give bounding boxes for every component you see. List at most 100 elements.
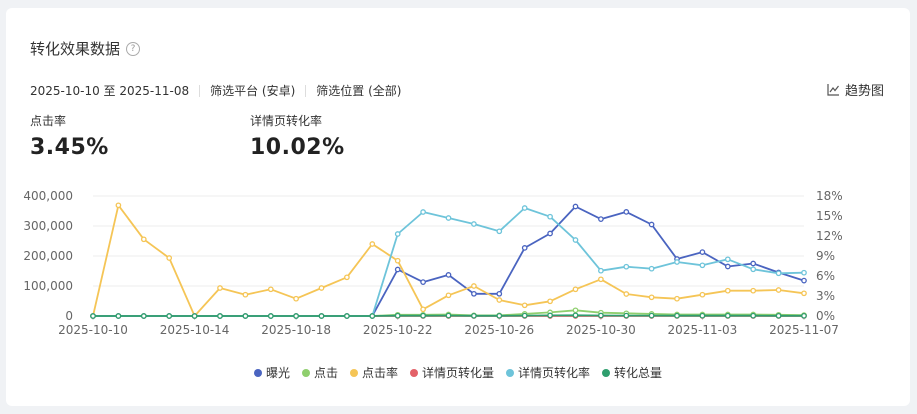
series-point[interactable] xyxy=(344,274,350,281)
series-point[interactable] xyxy=(674,295,680,302)
series-point[interactable] xyxy=(724,263,731,270)
series-point[interactable] xyxy=(801,269,807,276)
series-point[interactable] xyxy=(496,312,503,319)
series-point[interactable] xyxy=(674,312,680,319)
series-point[interactable] xyxy=(293,295,299,302)
series-point[interactable] xyxy=(724,312,731,319)
series-point[interactable] xyxy=(648,312,655,319)
series-point[interactable] xyxy=(699,291,706,298)
series-point[interactable] xyxy=(267,286,274,293)
series-point[interactable] xyxy=(166,255,173,261)
series-point[interactable] xyxy=(471,283,477,289)
legend-item[interactable]: 转化总量 xyxy=(602,364,662,381)
series-line[interactable] xyxy=(93,207,805,317)
date-range[interactable]: 2025-10-10 至 2025-11-08 xyxy=(30,84,190,98)
series-point[interactable] xyxy=(623,291,630,297)
series-point[interactable] xyxy=(369,241,376,247)
series-point[interactable] xyxy=(521,312,528,319)
series-point[interactable] xyxy=(471,312,477,319)
series-point[interactable] xyxy=(750,312,757,319)
platform-filter[interactable]: 筛选平台 (安卓) xyxy=(210,84,296,98)
series-point[interactable] xyxy=(572,286,579,293)
series-point[interactable] xyxy=(547,213,553,220)
series-point[interactable] xyxy=(115,202,122,209)
series-point[interactable] xyxy=(801,290,807,297)
series-point[interactable] xyxy=(598,312,604,319)
series-point[interactable] xyxy=(140,236,147,243)
series-point[interactable] xyxy=(217,285,223,291)
series-point[interactable] xyxy=(115,313,122,319)
series-point[interactable] xyxy=(623,263,630,270)
series-point[interactable] xyxy=(623,209,630,215)
series-point[interactable] xyxy=(547,230,553,237)
series-point[interactable] xyxy=(344,313,350,319)
series-point[interactable] xyxy=(191,313,198,319)
series-point[interactable] xyxy=(801,277,807,284)
series-point[interactable] xyxy=(598,267,604,274)
series-point[interactable] xyxy=(699,262,706,269)
series-point[interactable] xyxy=(547,298,553,305)
series-point[interactable] xyxy=(394,257,401,264)
series-point[interactable] xyxy=(598,216,604,222)
series-point[interactable] xyxy=(547,312,553,319)
series-point[interactable] xyxy=(318,285,325,291)
series-point[interactable] xyxy=(242,313,249,319)
series-point[interactable] xyxy=(420,312,426,319)
legend-item[interactable]: 详情页转化率 xyxy=(506,364,590,381)
series-point[interactable] xyxy=(394,266,401,273)
series-point[interactable] xyxy=(801,312,807,319)
series-point[interactable] xyxy=(318,313,325,319)
trend-chart-button[interactable]: 趋势图 xyxy=(827,80,884,99)
series-point[interactable] xyxy=(572,203,579,210)
series-point[interactable] xyxy=(394,312,401,319)
series-point[interactable] xyxy=(521,302,528,309)
series-point[interactable] xyxy=(750,287,757,294)
series-point[interactable] xyxy=(445,215,452,221)
series-point[interactable] xyxy=(775,287,782,293)
series-point[interactable] xyxy=(166,313,173,319)
series-point[interactable] xyxy=(572,312,579,319)
series-point[interactable] xyxy=(521,205,528,211)
series-point[interactable] xyxy=(496,228,503,235)
series-point[interactable] xyxy=(648,294,655,301)
series-point[interactable] xyxy=(242,291,249,298)
legend-item[interactable]: 点击 xyxy=(301,364,338,381)
series-point[interactable] xyxy=(724,287,731,294)
series-point[interactable] xyxy=(724,256,731,263)
series-point[interactable] xyxy=(420,279,426,285)
series-point[interactable] xyxy=(90,313,96,319)
series-point[interactable] xyxy=(750,260,757,267)
series-line[interactable] xyxy=(92,204,805,317)
series-point[interactable] xyxy=(394,231,401,237)
series-point[interactable] xyxy=(572,237,579,243)
legend-item[interactable]: 详情页转化量 xyxy=(410,364,494,381)
series-point[interactable] xyxy=(369,313,376,319)
series-point[interactable] xyxy=(699,312,706,319)
series-point[interactable] xyxy=(598,276,604,283)
series-point[interactable] xyxy=(750,266,757,273)
series-point[interactable] xyxy=(445,292,452,299)
series-point[interactable] xyxy=(496,297,503,303)
series-point[interactable] xyxy=(420,306,426,313)
series-point[interactable] xyxy=(775,270,782,277)
series-point[interactable] xyxy=(521,245,528,251)
series-point[interactable] xyxy=(496,290,503,297)
series-point[interactable] xyxy=(471,221,477,227)
legend-item[interactable]: 曝光 xyxy=(253,364,290,381)
series-point[interactable] xyxy=(699,249,706,255)
series-point[interactable] xyxy=(267,313,274,319)
series-point[interactable] xyxy=(775,312,782,319)
series-point[interactable] xyxy=(471,290,477,297)
position-filter[interactable]: 筛选位置 (全部) xyxy=(316,84,402,98)
series-point[interactable] xyxy=(293,313,299,319)
series-point[interactable] xyxy=(572,307,579,314)
series-point[interactable] xyxy=(648,221,655,228)
legend-item[interactable]: 点击率 xyxy=(349,364,398,381)
series-point[interactable] xyxy=(648,265,655,272)
series-point[interactable] xyxy=(140,313,147,319)
series-point[interactable] xyxy=(217,313,223,319)
series-point[interactable] xyxy=(623,312,630,319)
series-point[interactable] xyxy=(674,259,680,265)
series-point[interactable] xyxy=(445,312,452,319)
series-point[interactable] xyxy=(420,209,426,215)
